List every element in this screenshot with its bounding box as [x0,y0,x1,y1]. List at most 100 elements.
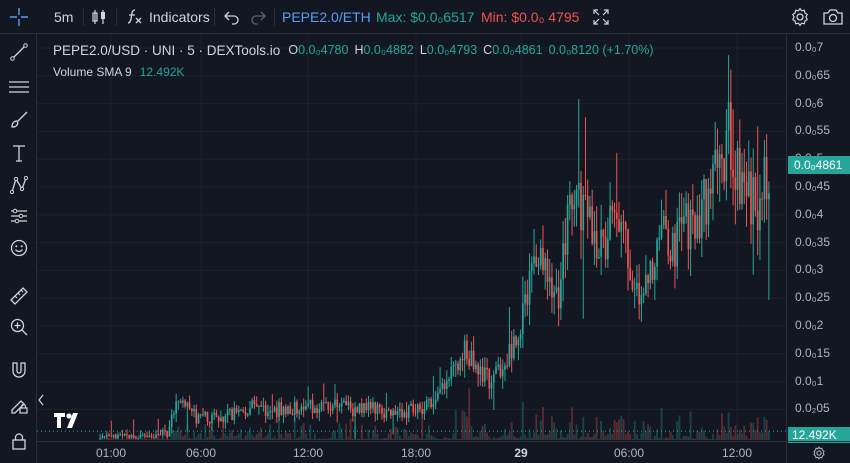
candle-body [264,405,267,417]
candle-body [405,412,408,418]
pair-label[interactable]: PEPE2.0/ETH [282,9,371,25]
candle-body [665,215,667,229]
volume-bar [495,438,497,440]
candle-body [468,358,471,367]
volume-bar [405,430,408,440]
price-axis[interactable]: 0.0₀70.0₀650.0₀60.0₀550.0₀50.0₀450.0₀40.… [786,34,850,443]
candle-body [253,400,256,405]
volume-bar [627,431,629,440]
ruler-icon[interactable] [4,282,33,310]
volume-bar [313,433,316,440]
candle-body [105,434,108,437]
volume-bar [271,438,274,440]
min-price-label: Min: $0.0₀ 4795 [481,9,580,25]
smiley-icon[interactable] [4,234,33,262]
volume-bar [682,435,685,440]
crosshair-icon[interactable] [4,0,34,34]
volume-bar [253,437,256,440]
magnet-icon[interactable] [4,356,33,384]
candle-body [318,409,321,413]
horizontal-lines-icon[interactable] [4,73,33,101]
candle-body [486,367,488,370]
volume-bar [123,439,126,440]
candle-body [557,287,560,309]
candle-body [425,399,428,409]
volume-bar [618,419,620,440]
indicators-icon[interactable] [124,0,144,34]
lock-drawing-pencil-icon[interactable] [4,391,33,419]
candlestick-plot[interactable] [37,34,786,441]
volume-bar [457,439,459,440]
trend-line-icon[interactable] [4,38,33,66]
undo-icon[interactable] [222,0,242,34]
volume-bar [376,433,379,440]
candle-body [620,221,623,232]
volume-bar [309,424,312,440]
candle-body [322,402,325,404]
forecast-tool-icon[interactable] [4,202,33,230]
volume-bar [410,432,412,440]
camera-snapshot-icon[interactable] [820,0,846,34]
volume-bar [342,439,345,440]
legend-symbol-title[interactable]: PEPE2.0/USD · UNI · 5 · DEXTools.io [53,42,281,58]
volume-bar [291,439,294,440]
volume-bar [331,431,334,440]
volume-bar [126,439,128,440]
volume-bar [761,432,764,440]
volume-bar [649,426,652,440]
redo-icon[interactable] [248,0,268,34]
interval-button[interactable]: 5m [54,9,74,25]
candle-body [365,403,368,411]
candles-chart-type-icon[interactable] [88,0,110,34]
candle-body [504,365,506,370]
text-tool-icon[interactable] [4,139,33,167]
candle-body [705,179,708,225]
volume-bar [705,436,708,440]
volume-bar [269,424,272,440]
axis-settings-gear-icon[interactable] [786,441,850,463]
tradingview-logo[interactable] [52,409,82,431]
candle-body [472,350,475,370]
indicators-button[interactable]: Indicators [149,9,210,25]
candle-body [331,405,334,411]
candle-body [490,382,493,389]
candle-body [600,229,602,257]
volume-bar [119,439,122,440]
candle-body [709,188,712,194]
candle-body [291,413,294,415]
volume-bar [665,437,667,440]
volume-bar [175,431,178,440]
settings-gear-icon[interactable] [788,0,812,34]
brush-icon[interactable] [4,106,33,134]
volume-bar [501,435,504,440]
pattern-tool-icon[interactable] [4,171,33,199]
volume-bar [647,424,650,440]
candle-body [718,154,721,168]
price-chart[interactable] [37,34,786,441]
volume-bar [591,436,594,440]
price-tick-label: 0.0₀1 [795,373,824,388]
zoom-in-icon[interactable] [4,313,33,341]
candle-body [428,399,430,401]
candle-body [224,415,227,423]
legend-close-value: 0.0₀4861 [492,43,543,57]
volume-bar [215,438,218,440]
lock-icon[interactable] [4,427,33,455]
time-axis[interactable]: 01:00 06:00 12:00 18:00 29 06:00 12:00 [37,441,786,463]
candle-body [691,209,694,216]
candle-body [369,401,372,409]
volume-bar [738,429,741,440]
volume-bar [349,418,352,440]
candle-body [110,435,113,437]
collapse-toolbar-arrow-icon[interactable] [37,392,45,408]
fullscreen-icon[interactable] [590,0,612,34]
candle-body [407,406,410,418]
volume-sma-label[interactable]: Volume SMA 9 [53,65,132,79]
candle-body [667,228,670,256]
candle-body [640,295,643,305]
candle-body [727,102,730,131]
volume-bar [139,439,142,440]
candle-body [358,403,361,413]
volume-bar [181,436,184,440]
candle-body [689,209,692,250]
